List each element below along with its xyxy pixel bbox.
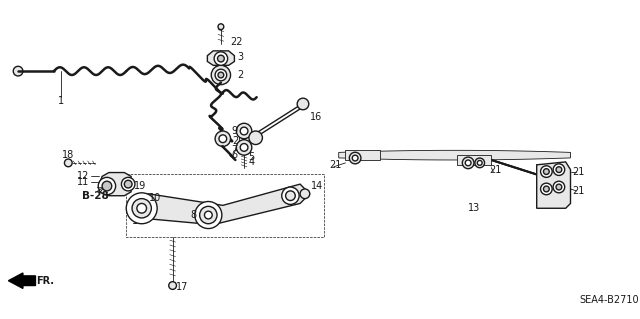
Text: 14: 14 (311, 181, 324, 191)
Text: 21: 21 (489, 165, 501, 174)
Text: 22: 22 (230, 37, 243, 47)
Text: 18: 18 (62, 150, 74, 160)
Circle shape (215, 131, 230, 146)
Polygon shape (207, 51, 234, 65)
Circle shape (137, 204, 147, 213)
Circle shape (465, 160, 471, 166)
Circle shape (556, 167, 562, 173)
Circle shape (556, 184, 562, 190)
Polygon shape (8, 273, 35, 288)
Polygon shape (129, 184, 310, 225)
Circle shape (541, 166, 552, 177)
Circle shape (553, 181, 564, 193)
Circle shape (211, 65, 230, 85)
Circle shape (13, 66, 23, 76)
Text: 21: 21 (330, 160, 342, 170)
Circle shape (282, 187, 299, 204)
Circle shape (219, 135, 227, 143)
Text: 21: 21 (572, 186, 584, 196)
Circle shape (543, 186, 549, 192)
Circle shape (543, 169, 549, 174)
Circle shape (240, 144, 248, 151)
Text: SEA4-B2710: SEA4-B2710 (579, 295, 639, 305)
Circle shape (541, 183, 552, 195)
Text: 7: 7 (231, 145, 237, 155)
Text: 1: 1 (58, 96, 63, 106)
Circle shape (285, 191, 295, 201)
Circle shape (300, 189, 310, 199)
Text: 11: 11 (77, 177, 89, 187)
Circle shape (553, 164, 564, 175)
Circle shape (214, 52, 228, 65)
Circle shape (349, 152, 361, 164)
Circle shape (126, 193, 157, 224)
Polygon shape (99, 173, 131, 196)
Circle shape (240, 127, 248, 135)
Text: 5: 5 (249, 152, 255, 162)
Circle shape (297, 98, 308, 110)
Text: 19: 19 (134, 181, 146, 191)
Circle shape (204, 211, 212, 219)
Circle shape (477, 160, 482, 165)
Text: 21: 21 (572, 167, 584, 177)
Circle shape (462, 157, 474, 169)
Circle shape (132, 199, 151, 218)
Text: 8: 8 (191, 210, 197, 220)
Text: 20: 20 (232, 136, 244, 146)
Circle shape (65, 159, 72, 167)
Text: 16: 16 (310, 112, 323, 122)
Text: 9: 9 (231, 126, 237, 136)
Circle shape (218, 24, 224, 30)
Circle shape (200, 206, 217, 224)
Text: 10: 10 (149, 193, 161, 203)
Circle shape (169, 282, 177, 289)
Text: FR.: FR. (36, 276, 54, 286)
Polygon shape (339, 150, 570, 160)
Text: 13: 13 (468, 203, 480, 213)
Circle shape (475, 158, 484, 168)
Text: 4: 4 (249, 157, 255, 167)
Circle shape (122, 177, 135, 191)
Polygon shape (537, 162, 570, 208)
Text: 3: 3 (237, 52, 243, 62)
Circle shape (218, 72, 224, 78)
Circle shape (352, 155, 358, 161)
Text: 2: 2 (237, 70, 243, 80)
Text: 6: 6 (231, 150, 237, 160)
Text: 15: 15 (132, 216, 144, 226)
Circle shape (236, 123, 252, 139)
Text: 12: 12 (77, 171, 89, 182)
Polygon shape (346, 150, 380, 160)
Text: 17: 17 (176, 282, 188, 293)
Circle shape (218, 55, 224, 62)
Circle shape (102, 181, 112, 191)
Circle shape (124, 180, 132, 188)
Polygon shape (456, 155, 492, 165)
Circle shape (98, 177, 116, 195)
Circle shape (215, 69, 227, 81)
Circle shape (236, 140, 252, 155)
Text: B-28: B-28 (82, 191, 109, 201)
Circle shape (249, 131, 262, 145)
Circle shape (140, 215, 147, 221)
Circle shape (195, 202, 222, 228)
